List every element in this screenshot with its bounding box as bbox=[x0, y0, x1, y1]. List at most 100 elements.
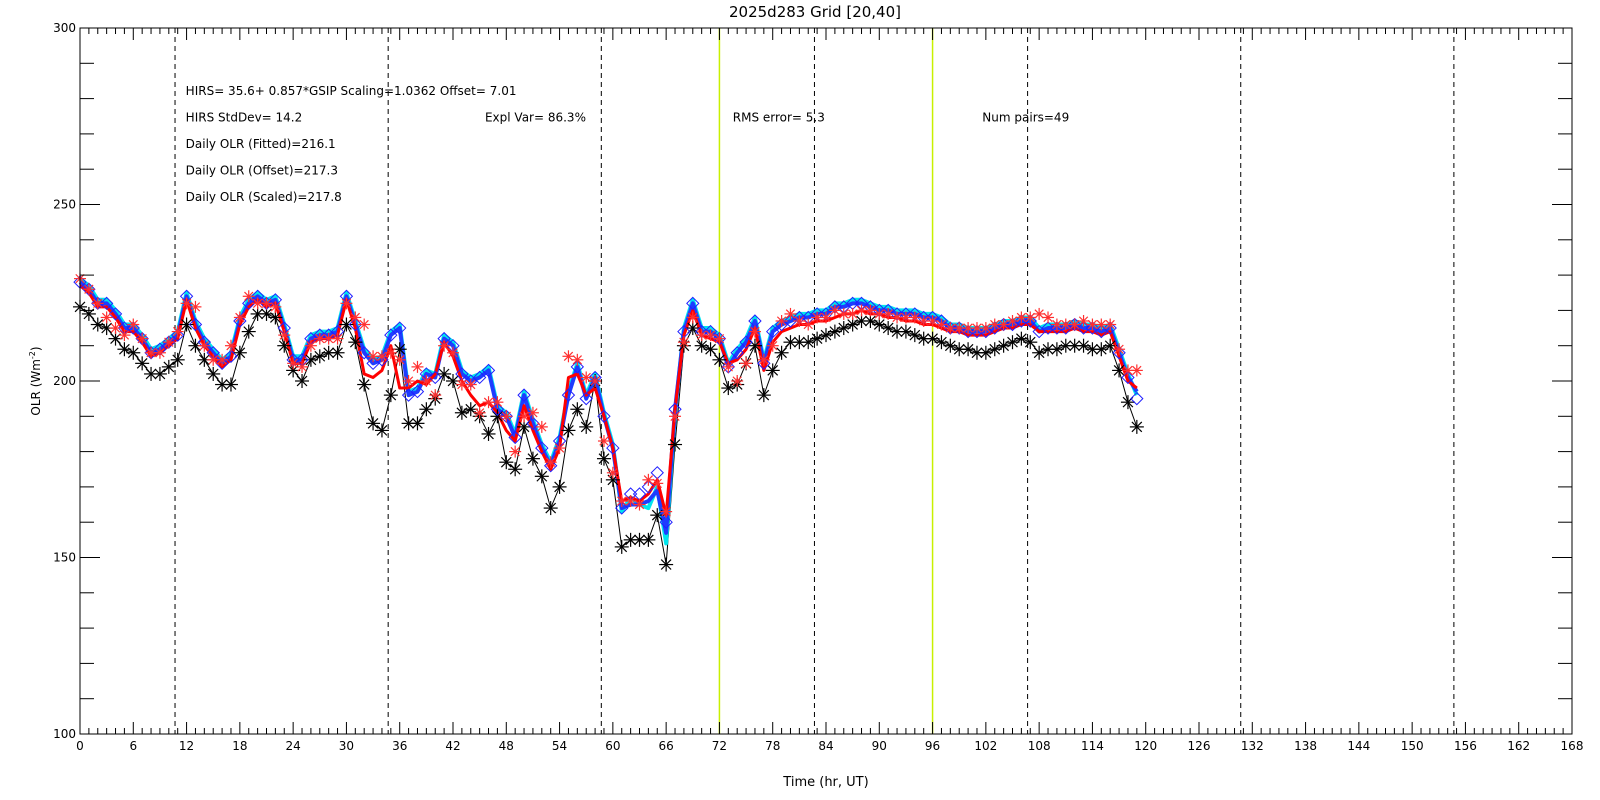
diamond-marker bbox=[428, 370, 442, 385]
star-stroke bbox=[741, 358, 751, 369]
star-stroke bbox=[563, 425, 574, 436]
star-stroke bbox=[439, 341, 449, 351]
star-stroke bbox=[509, 463, 521, 475]
star-marker bbox=[420, 375, 433, 387]
diamond-marker bbox=[1103, 321, 1117, 335]
star-marker bbox=[206, 366, 221, 381]
star-stroke bbox=[163, 361, 175, 373]
star-marker bbox=[677, 336, 690, 349]
star-stroke bbox=[537, 422, 547, 432]
star-stroke bbox=[901, 312, 911, 323]
star-stroke bbox=[830, 305, 840, 316]
star-marker bbox=[508, 462, 523, 477]
star-marker bbox=[579, 419, 594, 434]
star-marker bbox=[589, 375, 602, 387]
star-stroke bbox=[705, 343, 716, 355]
diamond-marker bbox=[375, 353, 389, 367]
star-stroke bbox=[1016, 333, 1027, 345]
star-marker bbox=[260, 297, 273, 310]
star-stroke bbox=[483, 397, 494, 407]
x-tick-label: 84 bbox=[818, 739, 833, 753]
star-stroke bbox=[1024, 336, 1036, 348]
star-stroke bbox=[954, 323, 964, 333]
star-stroke bbox=[252, 308, 263, 320]
star-stroke bbox=[1105, 319, 1115, 330]
x-tick-label: 66 bbox=[659, 739, 674, 753]
star-marker bbox=[153, 346, 166, 359]
star-marker bbox=[855, 304, 868, 317]
star-stroke bbox=[207, 368, 219, 380]
star-marker bbox=[534, 469, 549, 484]
star-marker bbox=[703, 342, 718, 357]
diamond-marker bbox=[579, 391, 593, 406]
diamond-marker bbox=[961, 324, 975, 339]
star-stroke bbox=[323, 347, 335, 359]
diamond-marker bbox=[393, 321, 407, 335]
star-stroke bbox=[146, 348, 156, 358]
y-axis-label-superscript: -2 bbox=[28, 351, 37, 359]
star-marker bbox=[1129, 419, 1144, 434]
star-stroke bbox=[1042, 343, 1054, 355]
diamond-marker bbox=[508, 430, 522, 445]
star-marker bbox=[1095, 318, 1108, 331]
star-stroke bbox=[386, 348, 396, 358]
star-stroke bbox=[971, 347, 983, 359]
star-marker bbox=[393, 353, 406, 366]
star-marker bbox=[1023, 335, 1038, 350]
star-marker bbox=[349, 311, 362, 324]
star-stroke bbox=[1114, 344, 1124, 354]
annotation-text: Daily OLR (Scaled)=217.8 bbox=[186, 190, 342, 204]
star-stroke bbox=[546, 457, 556, 467]
star-stroke bbox=[101, 312, 112, 323]
star-stroke bbox=[1007, 316, 1018, 326]
star-marker bbox=[580, 371, 593, 384]
diamond-marker bbox=[108, 307, 123, 321]
star-stroke bbox=[297, 362, 307, 372]
star-stroke bbox=[270, 312, 281, 323]
star-stroke bbox=[776, 316, 787, 326]
star-stroke bbox=[856, 305, 867, 316]
star-stroke bbox=[865, 305, 876, 316]
star-marker bbox=[633, 498, 646, 511]
star-marker bbox=[81, 306, 96, 321]
star-stroke bbox=[448, 348, 458, 358]
star-marker bbox=[241, 324, 256, 339]
star-marker bbox=[179, 317, 194, 332]
diamond-marker bbox=[1085, 321, 1100, 335]
star-stroke bbox=[261, 308, 272, 320]
star-marker bbox=[765, 363, 780, 378]
diamond-marker bbox=[410, 384, 425, 399]
x-tick-label: 114 bbox=[1081, 739, 1104, 753]
annotation-text: HIRS StdDev= 14.2 bbox=[186, 111, 303, 125]
star-stroke bbox=[341, 319, 352, 330]
diamond-marker bbox=[606, 441, 620, 455]
star-marker bbox=[570, 402, 585, 417]
star-stroke bbox=[243, 326, 255, 337]
star-stroke bbox=[1087, 319, 1098, 330]
star-marker bbox=[775, 314, 788, 327]
star-marker bbox=[447, 346, 459, 359]
star-stroke bbox=[749, 340, 761, 352]
diamond-marker bbox=[126, 321, 140, 335]
star-stroke bbox=[350, 312, 360, 323]
diamond-marker bbox=[233, 314, 247, 328]
y-axis-label-close: ) bbox=[29, 346, 43, 351]
star-marker bbox=[926, 314, 939, 327]
star-stroke bbox=[732, 376, 742, 386]
star-marker bbox=[660, 505, 673, 518]
star-marker bbox=[1085, 342, 1100, 357]
star-stroke bbox=[226, 341, 236, 351]
star-stroke bbox=[420, 403, 432, 415]
star-stroke bbox=[1034, 309, 1044, 319]
y-tick-label: 200 bbox=[53, 374, 76, 388]
star-marker bbox=[659, 557, 674, 572]
star-stroke bbox=[536, 470, 548, 482]
star-stroke bbox=[1131, 421, 1143, 433]
star-marker bbox=[944, 322, 957, 335]
diamond-marker bbox=[224, 349, 238, 363]
diamond-marker bbox=[99, 296, 114, 311]
diamond-marker bbox=[1050, 321, 1064, 335]
fit-line bbox=[78, 280, 1139, 535]
star-stroke bbox=[519, 411, 529, 421]
star-stroke bbox=[457, 379, 467, 390]
